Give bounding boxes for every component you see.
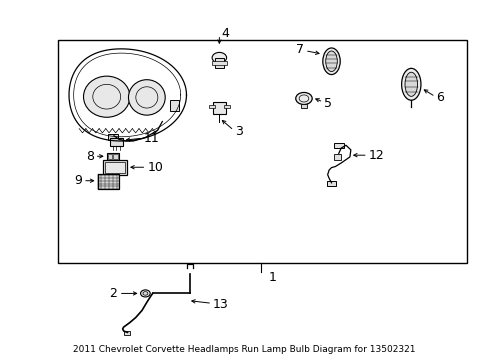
Text: 5: 5: [324, 96, 331, 109]
Bar: [110, 138, 122, 146]
Text: 4: 4: [222, 27, 229, 40]
Text: 12: 12: [368, 149, 384, 162]
Bar: [123, 331, 130, 335]
Bar: [326, 181, 336, 186]
Bar: [102, 160, 127, 175]
Text: 9: 9: [74, 174, 82, 187]
Bar: [212, 60, 226, 65]
Bar: [224, 104, 229, 108]
Ellipse shape: [128, 80, 165, 115]
Bar: [97, 174, 119, 189]
Text: 3: 3: [235, 125, 243, 138]
Bar: [108, 134, 118, 140]
Ellipse shape: [404, 72, 417, 96]
Bar: [213, 102, 225, 114]
Text: 1: 1: [268, 271, 276, 284]
Ellipse shape: [212, 53, 226, 63]
Bar: [106, 153, 119, 161]
Text: 13: 13: [213, 298, 228, 311]
Bar: [169, 100, 179, 111]
Text: 8: 8: [85, 150, 94, 163]
Ellipse shape: [140, 290, 150, 297]
Bar: [58, 40, 466, 263]
Bar: [107, 154, 112, 159]
Bar: [208, 104, 214, 108]
Ellipse shape: [322, 48, 340, 75]
Text: 2: 2: [109, 287, 117, 300]
Ellipse shape: [83, 76, 130, 117]
Bar: [214, 58, 224, 68]
Bar: [334, 154, 341, 160]
Text: 10: 10: [147, 161, 163, 174]
Bar: [300, 104, 307, 108]
Text: 6: 6: [435, 91, 444, 104]
Ellipse shape: [401, 68, 420, 100]
Text: 11: 11: [143, 132, 160, 145]
Ellipse shape: [295, 93, 311, 104]
Bar: [113, 154, 118, 159]
Text: 7: 7: [295, 44, 304, 57]
Bar: [333, 143, 343, 148]
Text: 2011 Chevrolet Corvette Headlamps Run Lamp Bulb Diagram for 13502321: 2011 Chevrolet Corvette Headlamps Run La…: [73, 345, 415, 354]
Ellipse shape: [325, 51, 337, 72]
Bar: [105, 162, 124, 173]
